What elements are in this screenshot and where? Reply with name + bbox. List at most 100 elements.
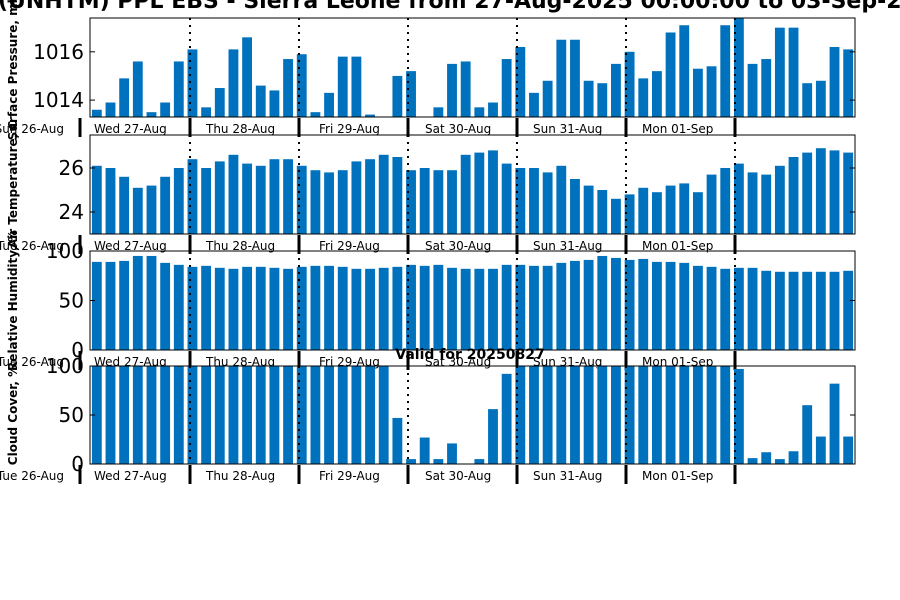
data-bar: [829, 271, 840, 350]
data-bar: [351, 56, 362, 117]
data-bar: [337, 266, 348, 350]
data-bar: [556, 39, 567, 118]
data-bar: [679, 366, 690, 464]
chart-panel-2: 24 26 Tue 26-Aug Wed 27-Aug Thu 28-Aug Fri 29…: [0, 121, 856, 254]
data-bar: [706, 174, 717, 234]
data-bar: [774, 271, 785, 350]
data-bar: [542, 172, 553, 234]
data-bar: [556, 165, 567, 234]
data-bar: [105, 168, 116, 234]
data-bar: [788, 451, 799, 464]
data-bar: [474, 107, 485, 117]
data-bar: [597, 190, 608, 234]
y-axis-label: Cloud Cover, %: [6, 365, 20, 465]
data-bar: [378, 366, 389, 464]
data-bar: [324, 172, 334, 234]
x-day-label: Thu 28-Aug: [205, 239, 275, 253]
data-bar: [419, 265, 430, 350]
data-bar: [160, 366, 171, 464]
data-bar: [146, 185, 157, 234]
data-bar: [255, 85, 266, 117]
chart-panel-1: 1014 1016 Sun 26-Aug Wed 27-Aug Thu 28-Aug Fr…: [0, 0, 856, 140]
data-bar: [351, 268, 362, 350]
data-bar: [556, 262, 567, 350]
data-bar: [747, 458, 758, 464]
x-day-label: Wed 27-Aug: [94, 122, 167, 136]
data-bar: [310, 366, 321, 464]
data-bar: [815, 271, 826, 350]
x-day-label: Wed 27-Aug: [94, 469, 167, 483]
data-bar: [146, 112, 157, 117]
x-start-date-label: Tue 26-Aug: [0, 469, 64, 483]
data-bar: [761, 174, 772, 234]
data-bar: [365, 159, 375, 234]
data-bar: [515, 46, 526, 118]
y-axis-label: Relative Humidity, %: [6, 230, 20, 371]
data-bar: [733, 267, 744, 350]
data-bar: [542, 265, 553, 350]
data-bar: [843, 270, 854, 350]
data-bar: [802, 405, 813, 464]
data-bar: [283, 159, 293, 234]
data-bar: [843, 436, 854, 464]
data-bar: [296, 366, 307, 464]
data-bar: [815, 436, 826, 464]
y-tick-label: 50: [59, 289, 84, 313]
y-tick-label: 50: [59, 403, 84, 427]
y-tick-label: 100: [46, 354, 84, 378]
data-bar: [488, 150, 498, 234]
data-bar: [146, 366, 157, 464]
data-bar: [406, 71, 416, 117]
data-bar: [733, 368, 744, 464]
x-day-label: Sat 30-Aug: [425, 239, 491, 253]
data-bar: [720, 25, 731, 118]
data-bar: [433, 459, 444, 464]
data-bar: [624, 51, 635, 117]
data-bar: [788, 27, 799, 117]
x-start-date-label: Sun 26-Aug: [0, 122, 64, 136]
data-bar: [692, 192, 703, 234]
data-bar: [214, 88, 225, 117]
y-axis-label: Surface Pressure, mb: [6, 0, 20, 140]
data-bar: [269, 90, 280, 117]
data-bar: [351, 161, 362, 234]
data-bar: [228, 268, 239, 350]
x-day-label: Sun 31-Aug: [533, 469, 602, 483]
plot-frame: [89, 17, 856, 118]
data-bar: [392, 266, 403, 350]
data-bar: [351, 366, 362, 464]
y-tick-label: 100: [46, 239, 84, 263]
data-bar: [556, 366, 567, 464]
data-bar: [201, 265, 212, 350]
data-bar: [419, 437, 430, 464]
data-bar: [624, 259, 635, 350]
data-bar: [228, 154, 239, 234]
data-bar: [337, 56, 348, 117]
data-bar: [160, 176, 171, 234]
data-bar: [542, 80, 553, 117]
data-bar: [843, 49, 854, 117]
data-bar: [829, 150, 840, 234]
data-bar: [665, 261, 676, 350]
data-bar: [474, 268, 485, 350]
data-bar: [679, 25, 690, 118]
data-bar: [583, 80, 594, 117]
data-bar: [132, 187, 143, 234]
data-bar: [187, 366, 198, 464]
data-bar: [706, 66, 717, 117]
data-bar: [91, 366, 102, 464]
data-bar: [324, 265, 334, 350]
data-bar: [310, 170, 321, 234]
data-bar: [460, 154, 471, 234]
data-bar: [228, 49, 239, 117]
data-bar: [542, 366, 553, 464]
data-bar: [802, 271, 813, 350]
chart-title: FV3GFS-CSA (UNHTM) PPL EBS - Sierra Leon…: [0, 0, 900, 14]
data-bar: [378, 267, 389, 350]
data-bar: [255, 266, 266, 350]
data-bar: [255, 165, 266, 234]
data-bar: [283, 268, 293, 350]
data-bar: [692, 366, 703, 464]
